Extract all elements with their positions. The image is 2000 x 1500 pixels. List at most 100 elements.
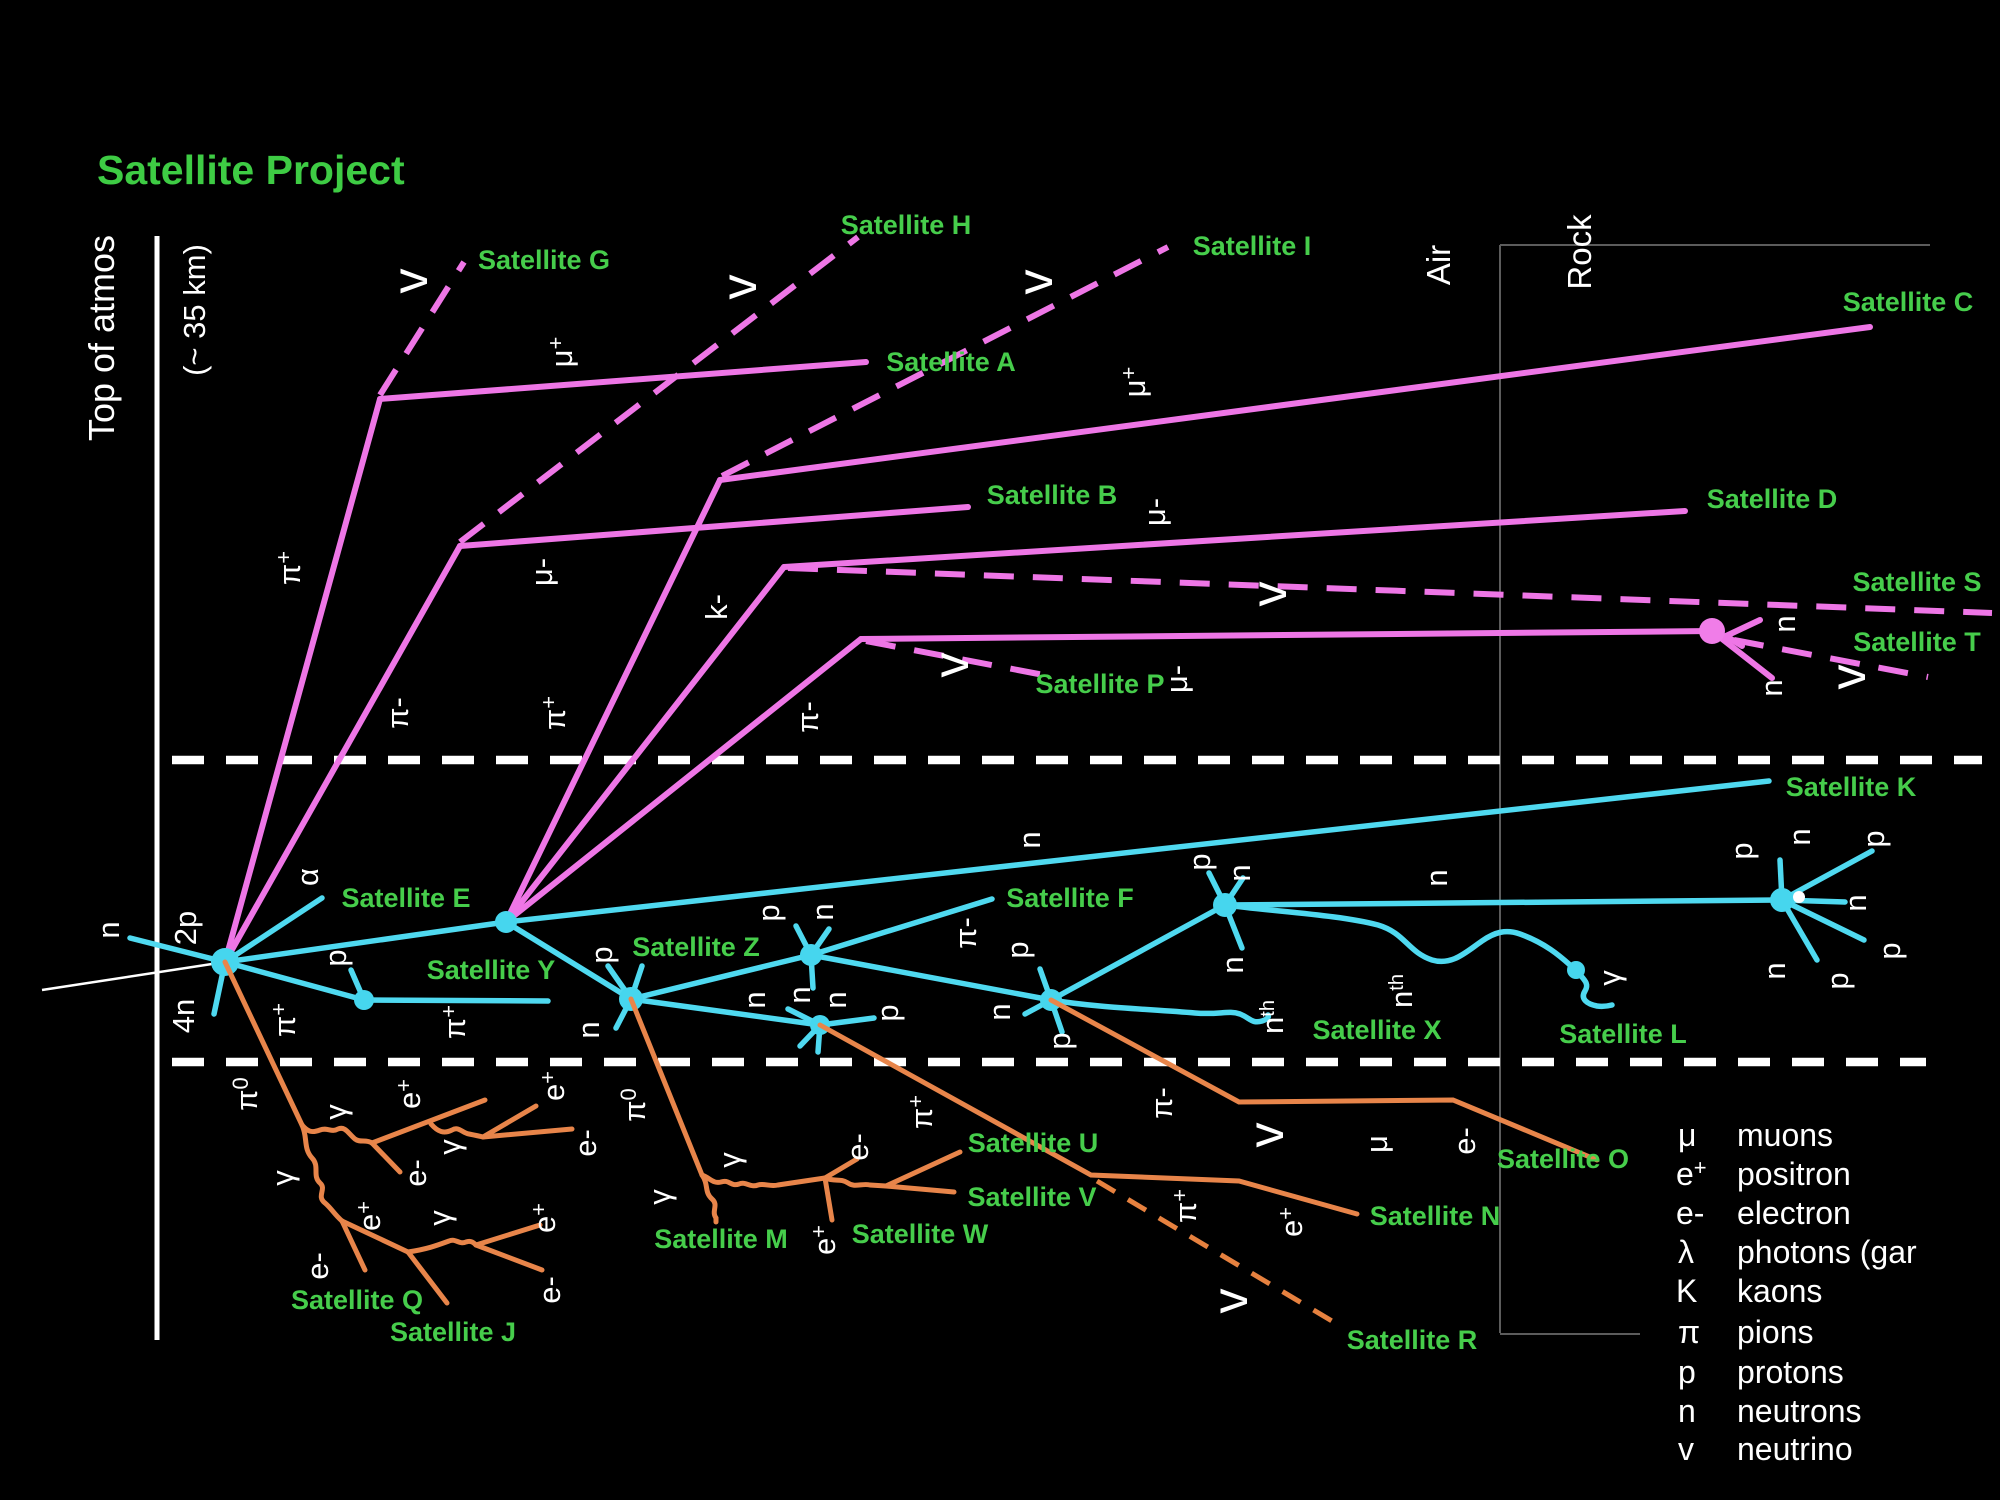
svg-text:n: n xyxy=(1767,615,1802,632)
svg-text:n: n xyxy=(1419,869,1454,886)
svg-text:Satellite X: Satellite X xyxy=(1312,1015,1441,1045)
svg-text:n: n xyxy=(1757,962,1792,979)
svg-text:γ: γ xyxy=(1592,970,1627,986)
svg-text:Satellite V: Satellite V xyxy=(967,1182,1096,1212)
svg-text:4n: 4n xyxy=(166,999,201,1033)
svg-text:kaons: kaons xyxy=(1737,1273,1822,1309)
svg-text:n: n xyxy=(805,903,840,920)
svg-text:Air: Air xyxy=(1420,245,1457,285)
svg-text:photons (gar: photons (gar xyxy=(1737,1234,1917,1270)
svg-text:Satellite T: Satellite T xyxy=(1853,627,1981,657)
svg-text:e-: e- xyxy=(1676,1195,1704,1231)
svg-text:Satellite I: Satellite I xyxy=(1193,231,1312,261)
svg-text:e-: e- xyxy=(1447,1127,1482,1155)
svg-text:v: v xyxy=(1820,665,1876,690)
svg-text:e+: e+ xyxy=(1676,1155,1707,1192)
svg-text:2p: 2p xyxy=(168,911,203,945)
svg-text:γ: γ xyxy=(265,1170,300,1186)
svg-text:Satellite M: Satellite M xyxy=(654,1224,788,1254)
svg-text:Satellite Q: Satellite Q xyxy=(291,1285,423,1315)
svg-text:p: p xyxy=(1182,853,1217,870)
svg-text:μ: μ xyxy=(1678,1117,1696,1153)
svg-text:v: v xyxy=(711,275,767,300)
svg-text:p: p xyxy=(1724,842,1759,859)
svg-text:nth: nth xyxy=(1255,1000,1290,1034)
svg-text:π+: π+ xyxy=(266,1003,302,1037)
svg-text:v: v xyxy=(382,269,438,294)
svg-text:α: α xyxy=(290,868,325,886)
svg-text:e-: e- xyxy=(568,1129,603,1157)
svg-text:p: p xyxy=(870,1004,905,1021)
svg-text:positron: positron xyxy=(1737,1156,1851,1192)
svg-text:μ: μ xyxy=(1359,1135,1394,1153)
svg-text:γ: γ xyxy=(422,1210,457,1226)
svg-text:p: p xyxy=(318,949,353,966)
svg-text:Satellite H: Satellite H xyxy=(841,210,972,240)
svg-text:Satellite N: Satellite N xyxy=(1370,1201,1501,1231)
svg-text:e-: e- xyxy=(398,1159,433,1187)
svg-text:γ: γ xyxy=(432,1139,467,1155)
svg-text:Satellite A: Satellite A xyxy=(886,347,1016,377)
svg-text:π: π xyxy=(1678,1314,1700,1350)
svg-text:p: p xyxy=(751,904,786,921)
svg-text:λ: λ xyxy=(1678,1234,1694,1270)
svg-text:Satellite F: Satellite F xyxy=(1006,883,1134,913)
svg-text:n: n xyxy=(571,1021,606,1038)
svg-text:Satellite C: Satellite C xyxy=(1843,287,1974,317)
svg-text:π+: π+ xyxy=(271,551,307,585)
svg-text:Satellite Project: Satellite Project xyxy=(97,147,405,193)
svg-text:pions: pions xyxy=(1737,1314,1814,1350)
svg-text:Satellite G: Satellite G xyxy=(478,245,610,275)
svg-text:v: v xyxy=(923,653,979,678)
svg-text:protons: protons xyxy=(1737,1354,1844,1390)
svg-text:μ-: μ- xyxy=(1159,665,1194,693)
svg-text:n: n xyxy=(1838,894,1873,911)
svg-text:p: p xyxy=(1042,1032,1077,1049)
svg-text:k-: k- xyxy=(699,594,734,620)
svg-text:e+: e+ xyxy=(806,1225,842,1255)
svg-text:n: n xyxy=(1215,956,1250,973)
svg-text:Satellite U: Satellite U xyxy=(968,1128,1099,1158)
svg-text:n: n xyxy=(1012,831,1047,848)
svg-text:K: K xyxy=(1676,1273,1697,1309)
svg-text:n: n xyxy=(982,1003,1017,1020)
svg-text:Satellite Z: Satellite Z xyxy=(632,932,760,962)
svg-text:n: n xyxy=(91,921,126,938)
svg-text:μ+: μ+ xyxy=(543,337,579,368)
svg-text:e-: e- xyxy=(532,1276,567,1304)
svg-text:(~ 35 km): (~ 35 km) xyxy=(177,244,212,376)
svg-text:π-: π- xyxy=(1144,1087,1179,1119)
svg-text:γ: γ xyxy=(318,1104,353,1120)
svg-text:Satellite W: Satellite W xyxy=(852,1219,989,1249)
svg-text:Satellite O: Satellite O xyxy=(1497,1144,1629,1174)
svg-text:electron: electron xyxy=(1737,1195,1851,1231)
svg-text:n: n xyxy=(818,991,853,1008)
svg-text:p: p xyxy=(1678,1354,1696,1390)
svg-text:e-: e- xyxy=(300,1252,335,1280)
svg-text:p: p xyxy=(1856,830,1891,847)
svg-text:Satellite S: Satellite S xyxy=(1852,567,1981,597)
svg-text:e-: e- xyxy=(840,1133,875,1161)
svg-text:v: v xyxy=(1678,1431,1694,1467)
svg-text:Satellite D: Satellite D xyxy=(1707,484,1838,514)
svg-text:nth: nth xyxy=(1384,974,1419,1008)
svg-text:π-: π- xyxy=(380,697,415,729)
svg-text:π-: π- xyxy=(948,917,983,949)
svg-text:Satellite L: Satellite L xyxy=(1559,1019,1687,1049)
svg-text:π-: π- xyxy=(790,701,825,733)
svg-text:Satellite B: Satellite B xyxy=(987,480,1118,510)
svg-text:μ-: μ- xyxy=(1137,498,1172,526)
svg-text:Satellite R: Satellite R xyxy=(1347,1325,1478,1355)
svg-text:neutrons: neutrons xyxy=(1737,1393,1862,1429)
svg-text:p: p xyxy=(1000,941,1035,958)
svg-text:Satellite E: Satellite E xyxy=(341,883,470,913)
svg-text:Satellite J: Satellite J xyxy=(390,1317,516,1347)
svg-text:n: n xyxy=(782,986,817,1003)
svg-text:Satellite P: Satellite P xyxy=(1035,669,1164,699)
svg-text:n: n xyxy=(1754,679,1789,696)
svg-text:Satellite Y: Satellite Y xyxy=(427,955,556,985)
svg-text:v: v xyxy=(1238,1123,1294,1148)
svg-text:p: p xyxy=(584,946,619,963)
svg-text:Satellite K: Satellite K xyxy=(1786,772,1917,802)
svg-text:Rock: Rock xyxy=(1561,214,1598,290)
